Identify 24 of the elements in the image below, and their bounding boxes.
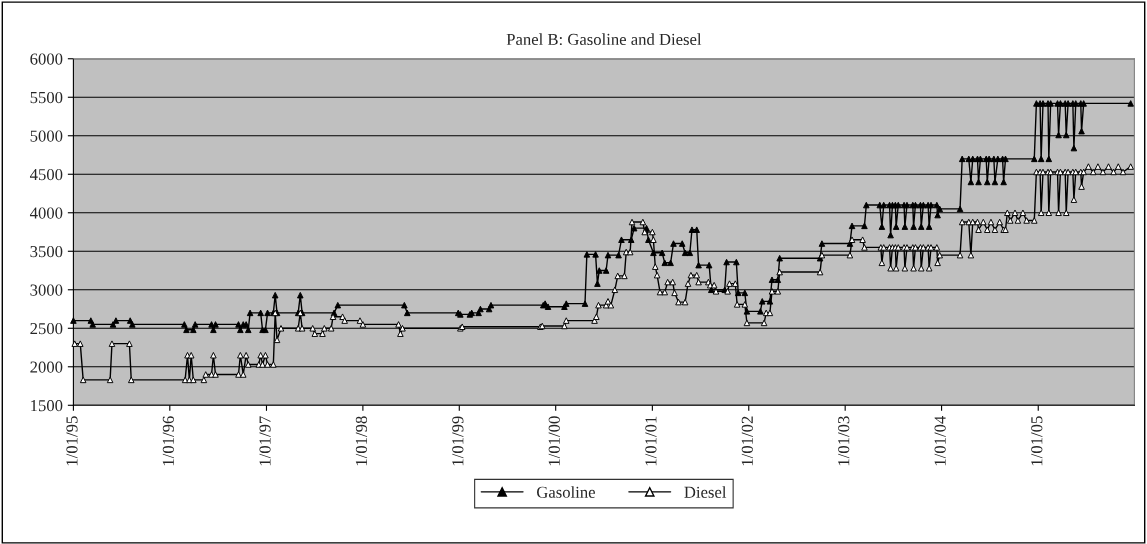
y-tick-label: 2500 xyxy=(30,322,63,335)
x-tick-label: 1/01/04 xyxy=(934,415,946,466)
y-tick-label: 4500 xyxy=(29,168,63,181)
legend-label: Diesel xyxy=(684,486,727,498)
x-tick-label: 1/01/02 xyxy=(741,416,753,466)
x-tick-label: 1/01/98 xyxy=(355,416,368,466)
y-tick-label: 6000 xyxy=(30,53,63,65)
y-tick-label: 5000 xyxy=(30,130,63,142)
chart-title: Panel B: Gasoline and Diesel xyxy=(506,33,702,46)
y-tick-label: 3500 xyxy=(30,245,63,258)
x-tick-label: 1/01/97 xyxy=(259,416,271,466)
x-tick-label: 1/01/00 xyxy=(548,416,560,466)
x-tick-label: 1/01/99 xyxy=(452,416,464,466)
y-tick-label: 1500 xyxy=(31,399,63,412)
y-tick-label: 4000 xyxy=(29,207,63,219)
y-tick-label: 3000 xyxy=(30,284,63,296)
legend-label: Gasoline xyxy=(537,486,595,498)
x-tick-label: 1/01/96 xyxy=(162,416,174,466)
y-tick-label: 5500 xyxy=(30,91,63,104)
x-tick-label: 1/01/01 xyxy=(645,416,657,466)
x-tick-label: 1/01/05 xyxy=(1031,416,1043,466)
y-tick-label: 2000 xyxy=(30,361,63,373)
x-tick-label: 1/01/03 xyxy=(838,416,850,466)
x-tick-label: 1/01/95 xyxy=(66,416,78,466)
